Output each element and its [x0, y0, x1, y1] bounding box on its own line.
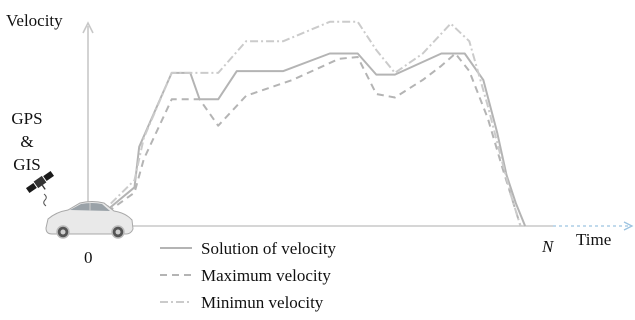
side-label-gps: GPS	[11, 109, 42, 128]
legend-label-minimum: Minimun velocity	[201, 293, 324, 312]
satellite-icon	[25, 170, 55, 194]
maximum-velocity-line	[87, 52, 522, 227]
car-icon	[45, 201, 134, 239]
legend-label-solution: Solution of velocity	[201, 239, 337, 258]
legend-label-maximum: Maximum velocity	[201, 266, 331, 285]
minimum-velocity-line	[87, 20, 522, 227]
series-layer	[87, 20, 527, 227]
time-arrowhead	[623, 221, 634, 231]
legend: Solution of velocity Maximum velocity Mi…	[160, 239, 337, 312]
side-label-gis: GIS	[13, 155, 40, 174]
x-axis-label: Time	[576, 230, 611, 249]
y-axis-label: Velocity	[6, 11, 63, 30]
x-start-label: 0	[84, 248, 93, 267]
y-axis-arrowhead	[82, 21, 94, 34]
side-label-amp: &	[20, 132, 33, 151]
signal-wave	[43, 193, 47, 207]
x-end-label: N	[541, 237, 555, 256]
